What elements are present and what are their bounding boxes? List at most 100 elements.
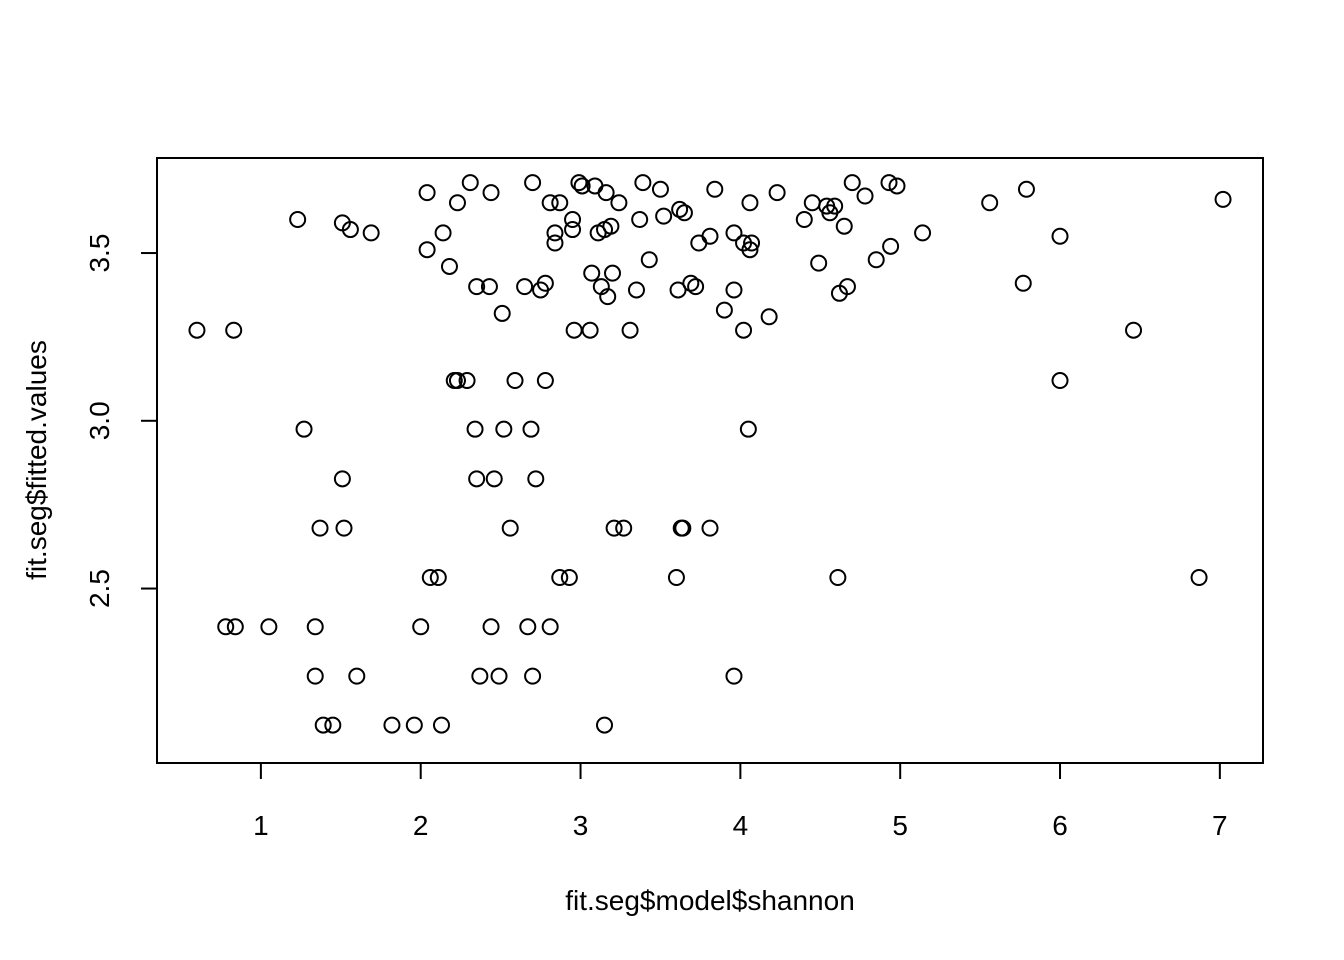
data-point <box>675 204 693 222</box>
data-point <box>605 519 623 537</box>
data-point <box>674 519 692 537</box>
data-point <box>1125 321 1143 339</box>
x-tick-label: 2 <box>413 810 429 841</box>
data-point <box>651 180 669 198</box>
data-point <box>829 568 847 586</box>
data-point <box>458 372 476 390</box>
data-point <box>295 420 313 438</box>
data-point <box>690 234 708 252</box>
x-axis-title: fit.seg$model$shannon <box>565 885 855 916</box>
data-point <box>621 321 639 339</box>
y-tick-label: 3.0 <box>84 401 115 440</box>
data-point <box>226 618 244 636</box>
data-point <box>490 667 508 685</box>
data-point <box>1017 180 1035 198</box>
data-point <box>536 274 554 292</box>
data-point <box>495 420 513 438</box>
data-point <box>480 278 498 296</box>
data-point <box>260 618 278 636</box>
data-point <box>741 241 759 259</box>
x-tick-label: 6 <box>1052 810 1068 841</box>
data-point <box>741 194 759 212</box>
data-point <box>506 372 524 390</box>
data-point <box>739 420 757 438</box>
data-point <box>519 618 537 636</box>
data-point <box>546 224 564 242</box>
data-point <box>888 177 906 195</box>
data-points <box>188 174 1232 734</box>
data-point <box>867 251 885 269</box>
y-tick-label: 3.5 <box>84 234 115 273</box>
data-point <box>725 281 743 299</box>
data-point <box>701 227 719 245</box>
data-point <box>432 716 450 734</box>
y-axis-title: fit.seg$fitted.values <box>21 340 52 580</box>
data-point <box>551 194 569 212</box>
data-point <box>725 224 743 242</box>
data-point <box>596 716 614 734</box>
data-point <box>706 180 724 198</box>
data-point <box>383 716 401 734</box>
data-point <box>348 667 366 685</box>
data-point <box>743 234 761 252</box>
x-tick-label: 1 <box>253 810 269 841</box>
data-point <box>341 221 359 239</box>
data-point <box>564 210 582 228</box>
data-point <box>835 217 853 235</box>
data-point <box>856 187 874 205</box>
data-point <box>522 420 540 438</box>
data-point <box>565 321 583 339</box>
data-point <box>440 257 458 275</box>
data-point <box>524 667 542 685</box>
data-point <box>810 254 828 272</box>
x-tick-label: 7 <box>1212 810 1228 841</box>
data-point <box>335 519 353 537</box>
data-point <box>583 264 601 282</box>
data-point <box>682 274 700 292</box>
data-point <box>362 224 380 242</box>
data-point <box>573 177 591 195</box>
data-point <box>669 281 687 299</box>
data-point <box>516 278 534 296</box>
data-point <box>1214 190 1232 208</box>
data-point <box>541 194 559 212</box>
data-point <box>581 321 599 339</box>
data-point <box>604 264 622 282</box>
data-point <box>289 210 307 228</box>
data-point <box>421 568 439 586</box>
data-point <box>485 470 503 488</box>
data-point <box>493 304 511 322</box>
data-point <box>843 174 861 192</box>
data-point <box>735 321 753 339</box>
y-tick-label: 2.5 <box>84 569 115 608</box>
data-point <box>551 568 569 586</box>
data-point <box>655 207 673 225</box>
data-point <box>631 210 649 228</box>
data-point <box>448 194 466 212</box>
data-point <box>1014 274 1032 292</box>
data-point <box>466 420 484 438</box>
data-point <box>725 667 743 685</box>
data-point <box>701 519 719 537</box>
y-axis: 2.5 3.0 3.5 <box>84 234 158 608</box>
data-point <box>880 174 898 192</box>
data-point <box>981 194 999 212</box>
data-point <box>527 470 545 488</box>
data-point <box>838 278 856 296</box>
data-point <box>306 667 324 685</box>
data-point <box>314 716 332 734</box>
data-point <box>536 372 554 390</box>
data-point <box>468 470 486 488</box>
data-point <box>471 667 489 685</box>
data-point <box>599 288 617 306</box>
data-point <box>715 301 733 319</box>
x-axis: 1 2 3 4 5 6 7 <box>253 762 1228 841</box>
data-point <box>482 618 500 636</box>
data-point <box>217 618 235 636</box>
data-point <box>634 174 652 192</box>
data-point <box>671 200 689 218</box>
data-point <box>560 568 578 586</box>
data-point <box>610 194 628 212</box>
x-tick-label: 4 <box>733 810 749 841</box>
